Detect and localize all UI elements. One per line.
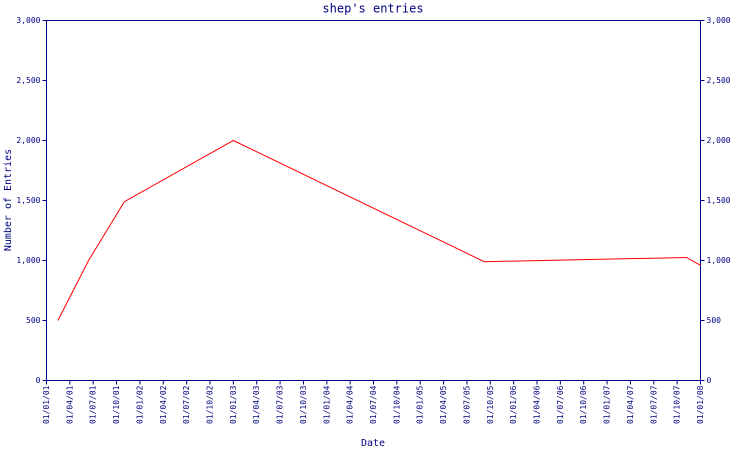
x-axis-label: Date xyxy=(361,438,385,449)
x-tick-label: 01/04/04 xyxy=(346,385,355,424)
y2-tick-label: 0 xyxy=(707,376,712,385)
x-tick-label: 01/07/02 xyxy=(182,385,191,424)
x-tick-label: 01/07/05 xyxy=(462,385,471,424)
y-tick-label: 1,500 xyxy=(16,196,40,205)
x-tick-label: 01/01/02 xyxy=(135,385,144,424)
x-tick-label: 01/07/03 xyxy=(276,385,285,424)
x-tick-label: 01/04/06 xyxy=(533,385,542,424)
chart-title: shep's entries xyxy=(322,2,423,16)
x-tick-label: 01/01/06 xyxy=(509,385,518,424)
y-tick-label: 3,000 xyxy=(16,16,40,25)
y-tick-label: 2,500 xyxy=(16,76,40,85)
x-tick-label: 01/10/05 xyxy=(486,385,495,424)
x-tick-label: 01/04/07 xyxy=(626,385,635,424)
x-tick-label: 01/04/01 xyxy=(65,385,74,424)
data-line xyxy=(57,139,701,321)
x-tick-label: 01/10/06 xyxy=(579,385,588,424)
x-tick-label: 01/04/03 xyxy=(252,385,261,424)
y-tick-label: 0 xyxy=(36,376,41,385)
y-axis-label: Number of Entries xyxy=(3,149,14,251)
x-tick-label: 01/01/08 xyxy=(696,385,705,424)
x-tick-label: 01/07/06 xyxy=(556,385,565,424)
x-tick-label: 01/10/04 xyxy=(392,385,401,424)
x-tick-label: 01/10/01 xyxy=(112,385,121,424)
x-tick-label: 01/10/03 xyxy=(299,385,308,424)
x-tick-label: 01/07/07 xyxy=(649,385,658,424)
x-tick-label: 01/01/03 xyxy=(229,385,238,424)
x-tick-label: 01/10/02 xyxy=(206,385,215,424)
y2-tick-label: 1,500 xyxy=(707,196,731,205)
y2-tick-label: 2,000 xyxy=(707,136,731,145)
x-tick-label: 01/07/04 xyxy=(369,385,378,424)
x-tick-label: 01/04/02 xyxy=(159,385,168,424)
y2-tick-label: 3,000 xyxy=(707,16,731,25)
x-tick-label: 01/07/01 xyxy=(89,385,98,424)
x-tick-label: 01/01/01 xyxy=(42,385,51,424)
y-tick-label: 1,000 xyxy=(16,256,40,265)
y-tick-label: 2,000 xyxy=(16,136,40,145)
y2-tick-label: 2,500 xyxy=(707,76,731,85)
y2-tick-label: 1,000 xyxy=(707,256,731,265)
plot-frame xyxy=(46,20,701,381)
x-tick-label: 01/04/05 xyxy=(439,385,448,424)
x-tick-label: 01/10/07 xyxy=(673,385,682,424)
x-tick-label: 01/01/07 xyxy=(603,385,612,424)
x-tick-label: 01/01/04 xyxy=(322,385,331,424)
x-tick-label: 01/01/05 xyxy=(416,385,425,424)
y-tick-label: 500 xyxy=(26,316,41,325)
y2-tick-label: 500 xyxy=(707,316,722,325)
